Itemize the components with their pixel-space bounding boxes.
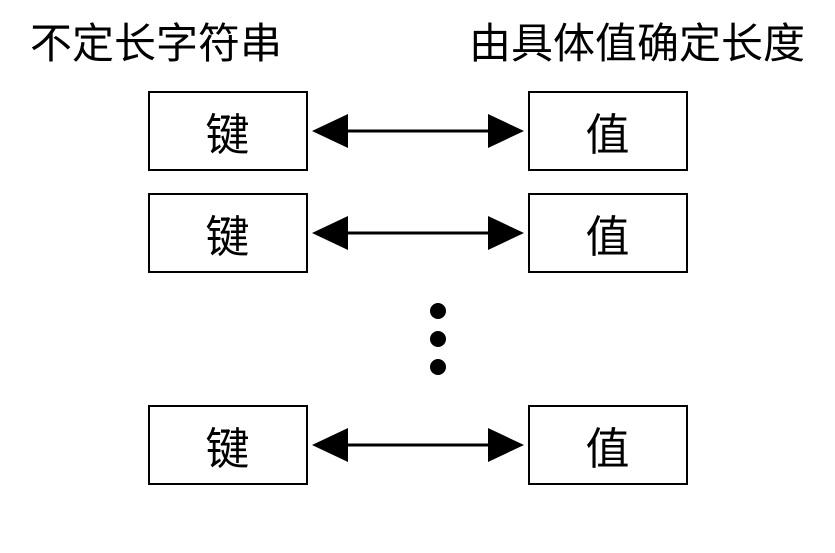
value-box: 值	[528, 91, 688, 171]
header-right: 由具体值确定长度	[469, 10, 805, 71]
key-box: 键	[148, 193, 308, 273]
diagram-body: 键 值 键 值 键	[0, 91, 835, 485]
value-box: 值	[528, 405, 688, 485]
headers-row: 不定长字符串 由具体值确定长度	[0, 0, 835, 91]
kv-row: 键 值	[100, 193, 735, 273]
double-arrow	[308, 420, 528, 470]
kv-row: 键 值	[100, 405, 735, 485]
value-box: 值	[528, 193, 688, 273]
dot-icon	[430, 331, 446, 347]
dot-icon	[430, 303, 446, 319]
key-box: 键	[148, 91, 308, 171]
ellipsis-dots	[430, 295, 446, 383]
header-left: 不定长字符串	[30, 10, 282, 71]
dot-icon	[430, 359, 446, 375]
double-arrow	[308, 106, 528, 156]
double-arrow	[308, 208, 528, 258]
key-box: 键	[148, 405, 308, 485]
kv-row: 键 值	[100, 91, 735, 171]
